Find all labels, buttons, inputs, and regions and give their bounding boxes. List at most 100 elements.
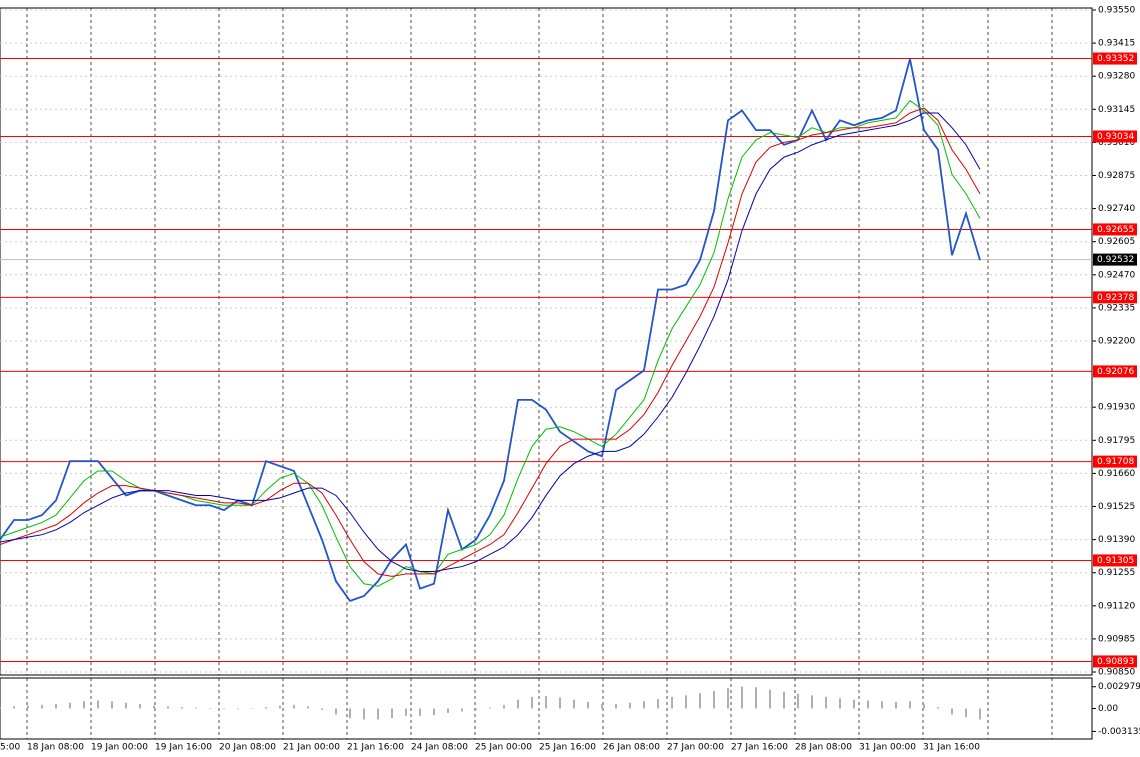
indicator-bar	[839, 698, 841, 709]
indicator-bar	[713, 690, 715, 709]
y-tick-label: 0.92605	[1098, 237, 1135, 247]
x-tick-label: 5:00	[0, 743, 20, 753]
indicator-bar	[951, 708, 953, 715]
indicator-bar	[13, 706, 15, 709]
x-tick-label: 19 Jan 16:00	[155, 743, 212, 753]
x-tick-label: 27 Jan 00:00	[667, 743, 724, 753]
indicator-bar	[475, 708, 477, 710]
indicator-bar	[937, 707, 939, 709]
indicator-bar	[657, 699, 659, 709]
x-tick-label: 18 Jan 08:00	[27, 743, 84, 753]
y-tick-label: 0.91525	[1098, 502, 1135, 512]
indicator-bar	[223, 708, 225, 710]
indicator-bar	[909, 701, 911, 709]
indicator-bar	[615, 704, 617, 709]
level-label-box	[1093, 291, 1137, 304]
indicator-bar	[601, 704, 603, 709]
indicator-bar	[139, 704, 141, 709]
level-label-box	[1093, 223, 1137, 236]
last-price-label: 0.92532	[1097, 255, 1134, 265]
level-label: 0.92378	[1097, 293, 1134, 303]
y-tick-label: 0.92470	[1098, 270, 1135, 280]
indicator-bar	[573, 699, 575, 709]
level-label: 0.92655	[1097, 225, 1134, 235]
level-label: 0.91305	[1097, 556, 1134, 566]
indicator-bar	[671, 696, 673, 709]
x-tick-label: 21 Jan 00:00	[283, 743, 340, 753]
indicator-bar	[699, 693, 701, 709]
indicator-bar	[335, 708, 337, 715]
indicator-bar	[979, 708, 981, 720]
indicator-bar	[391, 708, 393, 718]
y-tick-label: 0.90850	[1098, 668, 1135, 678]
indicator-bar	[237, 708, 239, 710]
indicator-bar	[111, 701, 113, 709]
indicator-bar	[265, 707, 267, 709]
level-label-box	[1093, 52, 1137, 65]
indicator-bar	[853, 699, 855, 709]
indicator-bar	[349, 708, 351, 718]
indicator-bar	[307, 706, 309, 709]
indicator-bar	[489, 707, 491, 709]
indicator-bar	[167, 706, 169, 709]
indicator-bar	[895, 701, 897, 709]
level-label: 0.91708	[1097, 457, 1134, 467]
y-tick-label: 0.90985	[1098, 634, 1135, 644]
indicator-bar	[685, 695, 687, 709]
indicator-bar	[321, 708, 323, 710]
indicator-bar	[923, 704, 925, 709]
x-tick-label: 31 Jan 00:00	[859, 743, 916, 753]
level-label-box	[1093, 455, 1137, 468]
indicator-bar	[643, 701, 645, 709]
indicator-bar	[769, 689, 771, 709]
indicator-bar	[755, 687, 757, 709]
indicator-bar	[433, 708, 435, 716]
indicator-bar	[377, 708, 379, 720]
indicator-bar	[55, 704, 57, 709]
indicator-bar	[405, 708, 407, 716]
x-tick-label: 19 Jan 00:00	[91, 743, 148, 753]
x-tick-label: 21 Jan 16:00	[347, 743, 404, 753]
indicator-bar	[27, 705, 29, 709]
indicator-bar	[811, 695, 813, 709]
indicator-bar	[195, 707, 197, 709]
y-tick-label: 0.92875	[1098, 171, 1135, 181]
indicator-bar	[209, 708, 211, 709]
y-tick-label: 0.93415	[1098, 39, 1135, 49]
y-tick-label: 0.93550	[1098, 6, 1135, 16]
indicator-tick-label: 0.00	[1098, 704, 1118, 714]
indicator-bar	[727, 688, 729, 709]
indicator-bar	[419, 708, 421, 716]
indicator-bar	[867, 700, 869, 709]
indicator-bar	[279, 705, 281, 709]
indicator-bar	[181, 707, 183, 709]
indicator-bar	[629, 702, 631, 709]
x-tick-label: 28 Jan 08:00	[795, 743, 852, 753]
series-line	[0, 112, 981, 572]
y-tick-label: 0.91120	[1098, 601, 1135, 611]
x-tick-label: 20 Jan 08:00	[219, 743, 276, 753]
indicator-bar	[531, 696, 533, 709]
indicator-bar	[153, 705, 155, 709]
indicator-bar	[41, 704, 43, 709]
indicator-bar	[251, 708, 253, 709]
x-tick-label: 27 Jan 16:00	[731, 743, 788, 753]
series-line	[0, 58, 981, 602]
indicator-bar	[545, 696, 547, 709]
indicator-bar	[83, 701, 85, 709]
y-tick-label: 0.91660	[1098, 469, 1135, 479]
level-label: 0.90893	[1097, 657, 1134, 667]
level-label-box	[1093, 130, 1137, 143]
y-tick-label: 0.92200	[1098, 337, 1135, 347]
last-price-box	[1093, 253, 1137, 266]
indicator-bar	[293, 704, 295, 709]
y-tick-label: 0.92335	[1098, 303, 1135, 313]
x-tick-label: 31 Jan 16:00	[923, 743, 980, 753]
indicator-bar	[363, 708, 365, 720]
y-tick-label: 0.93145	[1098, 105, 1135, 115]
x-tick-label: 26 Jan 08:00	[603, 743, 660, 753]
y-tick-label: 0.91255	[1098, 568, 1135, 578]
indicator-bar	[559, 697, 561, 709]
level-label-box	[1093, 365, 1137, 378]
